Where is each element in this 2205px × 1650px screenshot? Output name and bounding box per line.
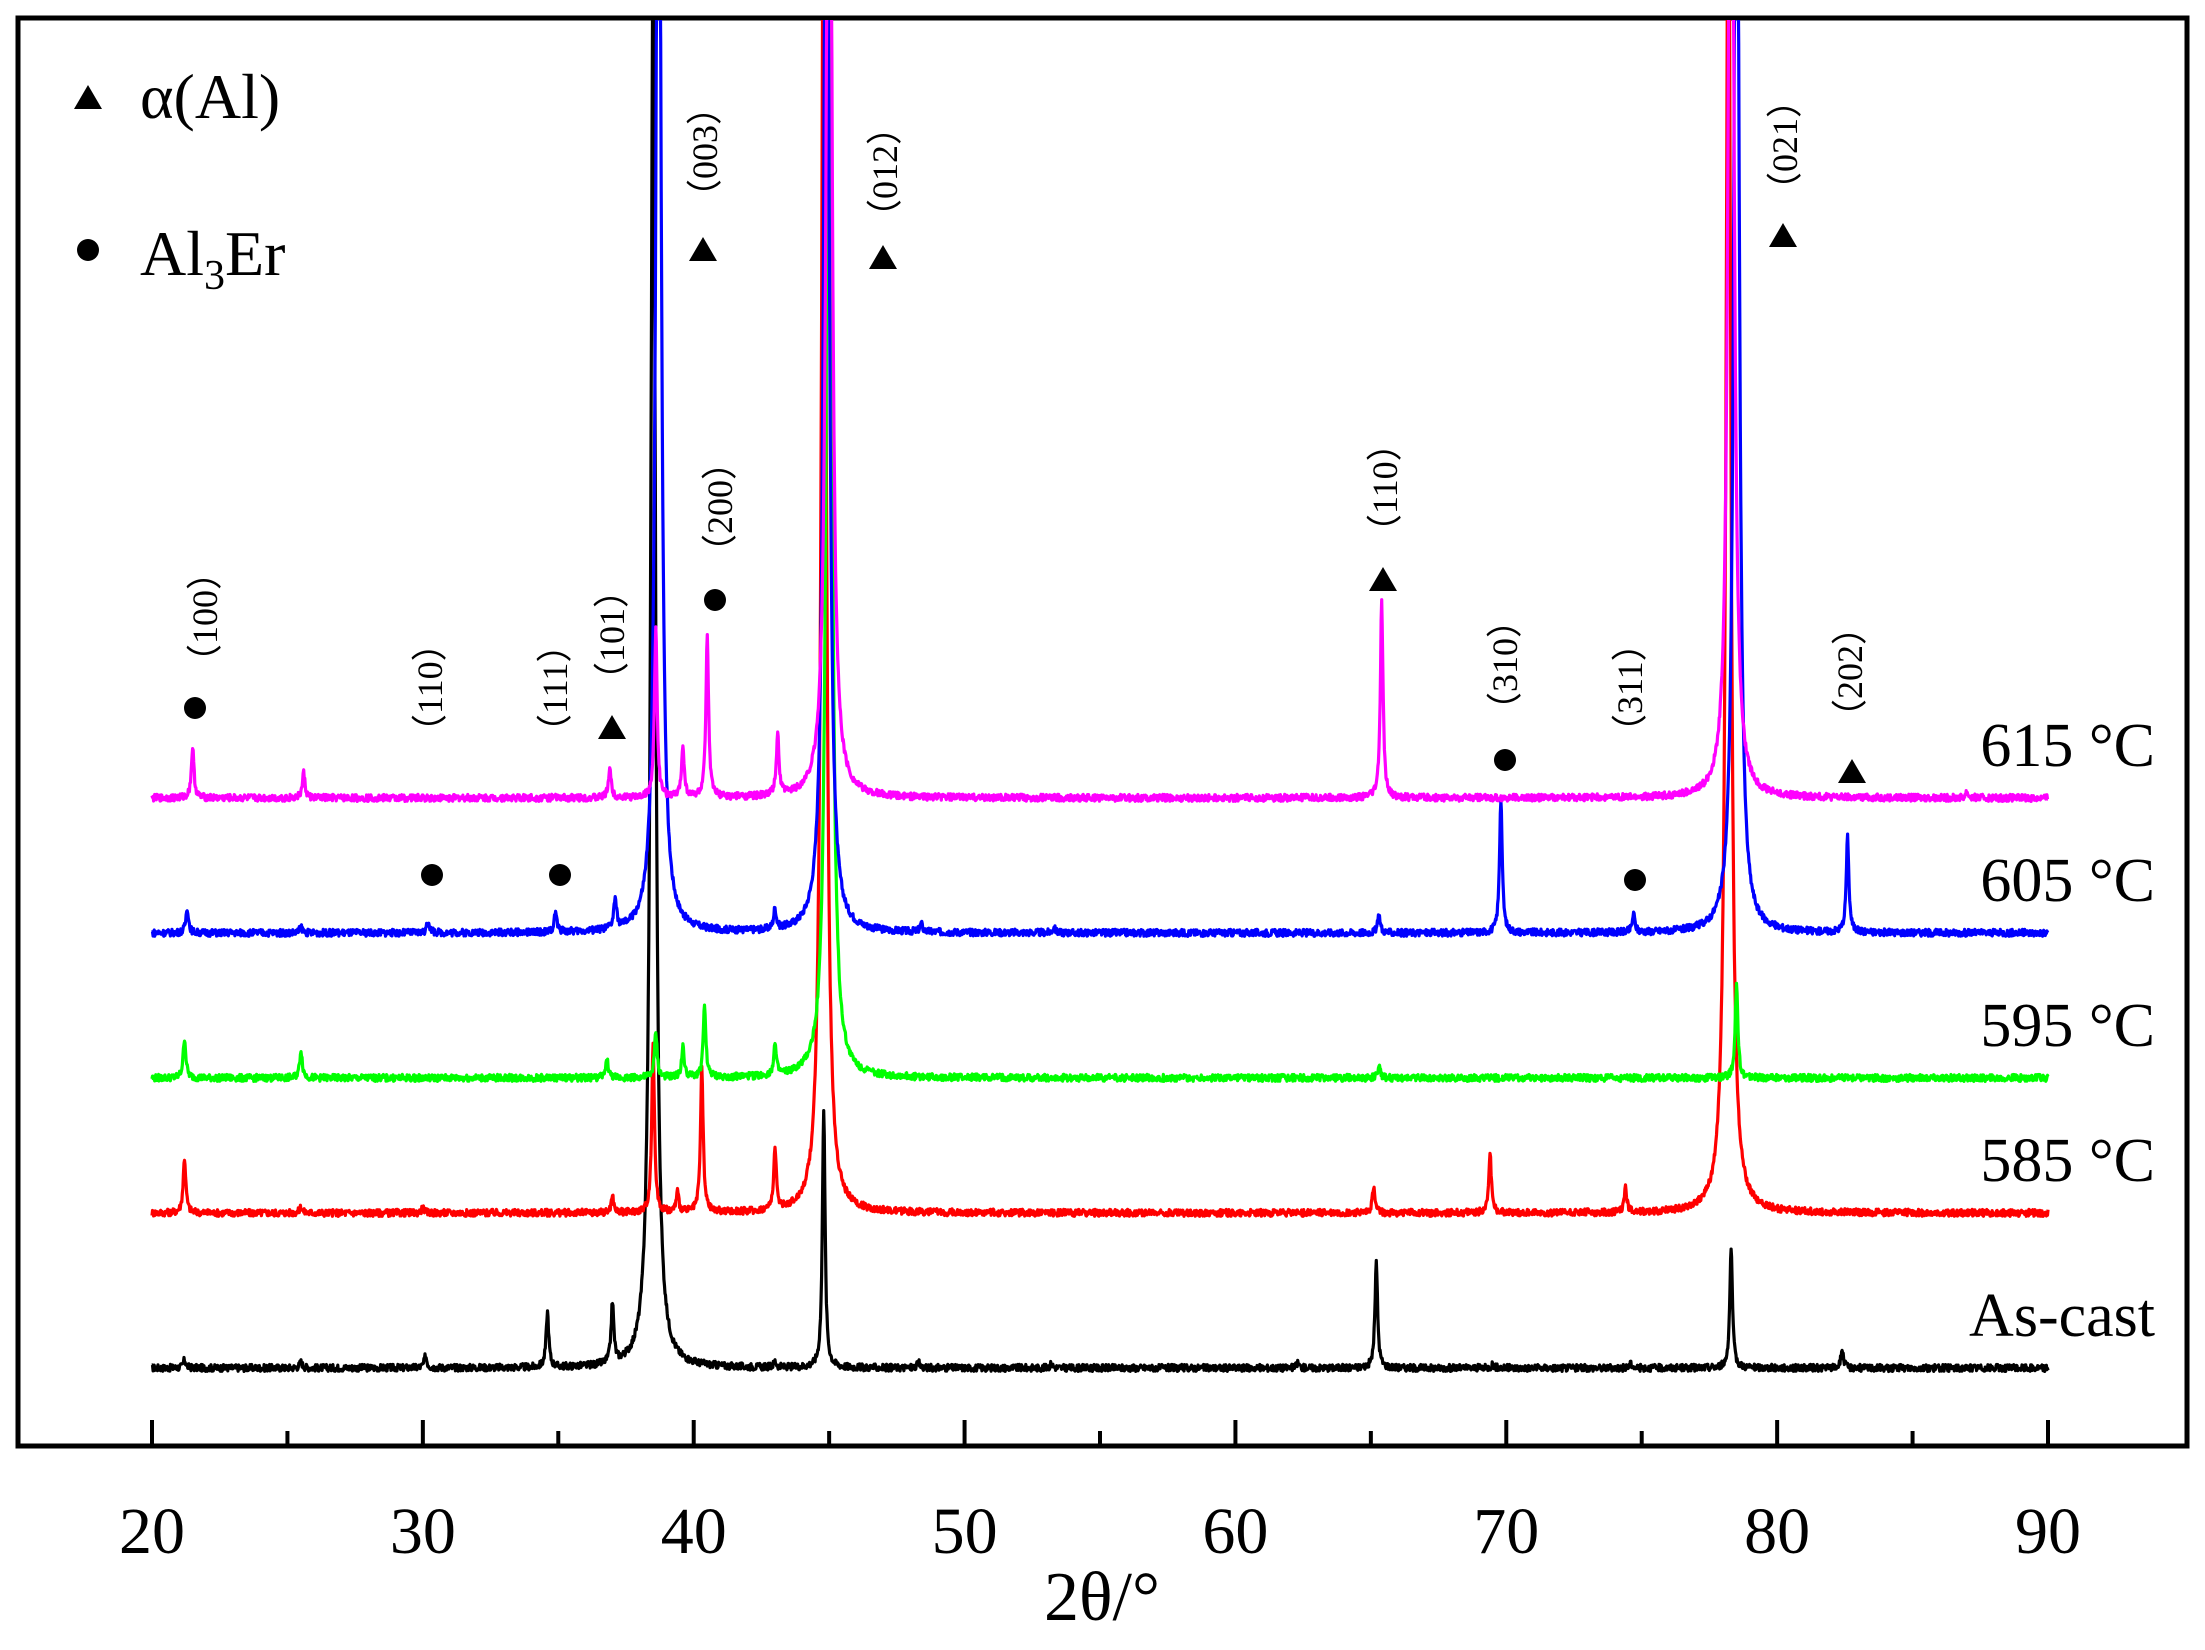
curve-label: As-cast xyxy=(1969,1282,2155,1350)
peak-label: （111） xyxy=(535,627,575,750)
series-line xyxy=(150,20,2050,803)
peak-label: （100） xyxy=(185,554,225,680)
peak-label: （101） xyxy=(592,572,632,698)
series-line xyxy=(150,20,2050,938)
alpha-al-marker xyxy=(689,237,717,261)
series-line xyxy=(150,20,2050,1374)
x-tick-label: 70 xyxy=(1473,1495,1539,1568)
al3er-marker xyxy=(184,697,206,719)
alpha-al-marker xyxy=(1369,567,1397,591)
peak-label: （110） xyxy=(410,625,450,750)
al3er-marker xyxy=(1624,869,1646,891)
curve-label: 595 °C xyxy=(1980,992,2155,1060)
series-line xyxy=(150,20,2050,1084)
alpha-al-marker xyxy=(1838,759,1866,783)
x-axis-title: 2θ/° xyxy=(1044,1559,1160,1636)
curve-label: 615 °C xyxy=(1980,712,2155,780)
peak-label: （012） xyxy=(865,109,905,235)
x-tick-label: 40 xyxy=(661,1495,727,1568)
curves xyxy=(150,20,2050,1374)
curve-label: 605 °C xyxy=(1980,847,2155,915)
x-tick-label: 90 xyxy=(2015,1495,2081,1568)
curve-label: 585 °C xyxy=(1980,1127,2155,1195)
plot-frame xyxy=(15,15,2190,1449)
peak-label: （003） xyxy=(685,89,725,215)
legend-al3er: Al3Er xyxy=(140,218,285,299)
series-line xyxy=(150,20,2050,1218)
al3er-marker xyxy=(549,864,571,886)
alpha-al-marker xyxy=(869,245,897,269)
x-ticks: 20 30 40 50 60 70 80 90 xyxy=(119,1420,2081,1568)
x-tick-label: 60 xyxy=(1202,1495,1268,1568)
peak-label: （110） xyxy=(1365,425,1405,550)
al3er-marker xyxy=(77,239,99,261)
alpha-al-marker xyxy=(1769,223,1797,247)
x-tick-label: 30 xyxy=(390,1495,456,1568)
curve-labels: As-cast 585 °C 595 °C 605 °C 615 °C xyxy=(1969,712,2155,1350)
al3er-marker xyxy=(704,589,726,611)
x-tick-label: 20 xyxy=(119,1495,185,1568)
x-tick-label: 50 xyxy=(932,1495,998,1568)
peak-label: （200） xyxy=(700,444,740,570)
peak-label: （202） xyxy=(1830,609,1870,735)
legend: α(Al) Al3Er xyxy=(74,61,285,299)
peak-annotations: （100） （110） （111） （101） （200） （003） （012） （110）… xyxy=(184,82,1870,891)
peak-label: （021） xyxy=(1765,82,1805,208)
x-tick-label: 80 xyxy=(1744,1495,1810,1568)
al3er-marker xyxy=(421,864,443,886)
alpha-al-marker xyxy=(598,715,626,739)
peak-label: （310） xyxy=(1485,602,1525,728)
peak-label: （311） xyxy=(1610,625,1650,750)
al3er-marker xyxy=(1494,749,1516,771)
alpha-al-marker xyxy=(74,85,102,109)
legend-alpha-al: α(Al) xyxy=(140,61,280,132)
